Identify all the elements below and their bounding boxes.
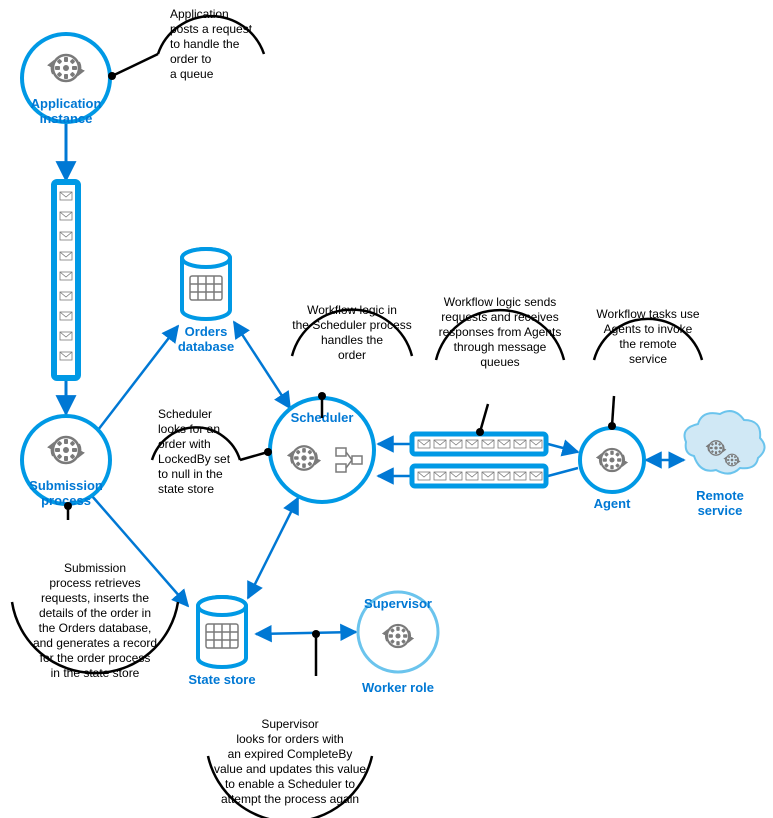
- label-supervisor: Supervisor: [364, 596, 432, 611]
- callout-scheduler-lock: Schedulerlooks for anorder withLockedBy …: [152, 407, 272, 496]
- node-remote-service: Remote service: [685, 411, 765, 518]
- callout-sup-text: Supervisorlooks for orders withan expire…: [214, 717, 366, 806]
- label-submission-1: Submission: [29, 478, 103, 493]
- node-agent: Agent: [580, 428, 644, 511]
- label-application-2: instance: [40, 111, 93, 126]
- node-supervisor: Supervisor Worker role: [358, 592, 438, 695]
- callout-queuewf-text: Workflow logic sendsrequests and receive…: [439, 295, 562, 369]
- connectors: [66, 122, 684, 634]
- architecture-diagram: Application instance Submission process …: [0, 0, 773, 818]
- label-statestore: State store: [188, 672, 255, 687]
- callout-app-text: Applicationposts a requestto handle theo…: [170, 7, 253, 81]
- node-submission: Submission process: [22, 416, 110, 508]
- label-application-1: Application: [31, 96, 102, 111]
- queue-scheduler-agent-bottom: [412, 466, 546, 486]
- queue-scheduler-agent-top: [412, 434, 546, 454]
- callout-app: Applicationposts a requestto handle theo…: [108, 7, 264, 81]
- label-worker-role: Worker role: [362, 680, 434, 695]
- callout-agentwf-text: Workflow tasks useAgents to invokethe re…: [596, 307, 699, 366]
- callout-agent-workflow: Workflow tasks useAgents to invokethe re…: [594, 307, 702, 430]
- callout-schedlock-text: Schedulerlooks for anorder withLockedBy …: [158, 407, 231, 496]
- queue-app-submission: [54, 182, 78, 378]
- label-ordersdb-1: Orders: [185, 324, 228, 339]
- label-remote-2: service: [698, 503, 743, 518]
- label-ordersdb-2: database: [178, 339, 234, 354]
- label-agent: Agent: [594, 496, 632, 511]
- node-state-store: State store: [188, 597, 255, 687]
- callout-submission: Submissionprocess retrievesrequests, ins…: [12, 502, 178, 680]
- node-orders-db: Orders database: [178, 249, 234, 354]
- callout-schedwf-text: Workflow logic inthe Scheduler processha…: [292, 303, 411, 362]
- callout-queue-workflow: Workflow logic sendsrequests and receive…: [436, 295, 564, 436]
- label-remote-1: Remote: [696, 488, 744, 503]
- callout-submission-text: Submissionprocess retrievesrequests, ins…: [33, 561, 157, 680]
- node-application: Application instance: [22, 34, 110, 126]
